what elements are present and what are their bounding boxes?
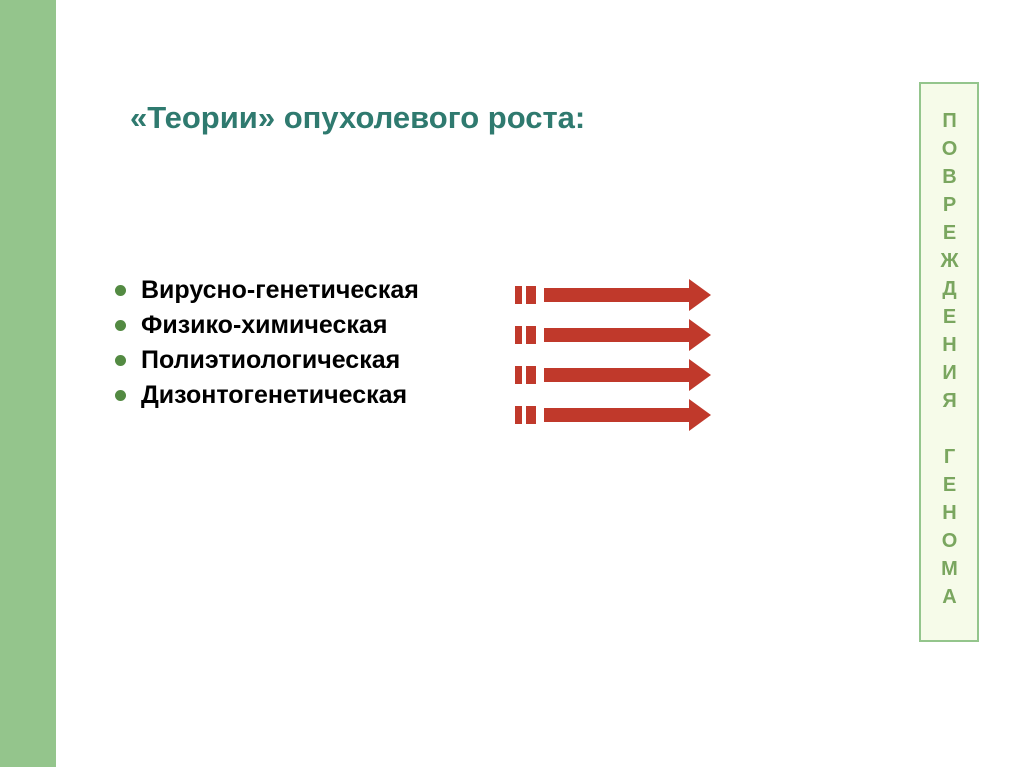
list-item: Вирусно-генетическая [115, 276, 419, 305]
list-item: Полиэтиологическая [115, 346, 419, 375]
arrow-group [515, 275, 711, 435]
sidebar-box: ПОВРЕЖДЕНИЯ ГЕНОМА [919, 82, 979, 642]
bullet-text: Полиэтиологическая [141, 346, 400, 375]
sidebar-text: ПОВРЕЖДЕНИЯ ГЕНОМА [938, 110, 961, 614]
arrow-icon [515, 395, 711, 435]
arrow-icon [515, 355, 711, 395]
slide-title: «Теории» опухолевого роста: [130, 100, 585, 136]
left-accent-bar [0, 0, 56, 767]
arrow-icon [515, 315, 711, 355]
slide: «Теории» опухолевого роста: Вирусно-гене… [0, 0, 1024, 767]
bullet-text: Дизонтогенетическая [141, 381, 407, 410]
list-item: Дизонтогенетическая [115, 381, 419, 410]
arrow-icon [515, 275, 711, 315]
bullet-text: Вирусно-генетическая [141, 276, 419, 305]
bullet-text: Физико-химическая [141, 311, 387, 340]
bullet-list: Вирусно-генетическая Физико-химическая П… [115, 276, 419, 416]
list-item: Физико-химическая [115, 311, 419, 340]
